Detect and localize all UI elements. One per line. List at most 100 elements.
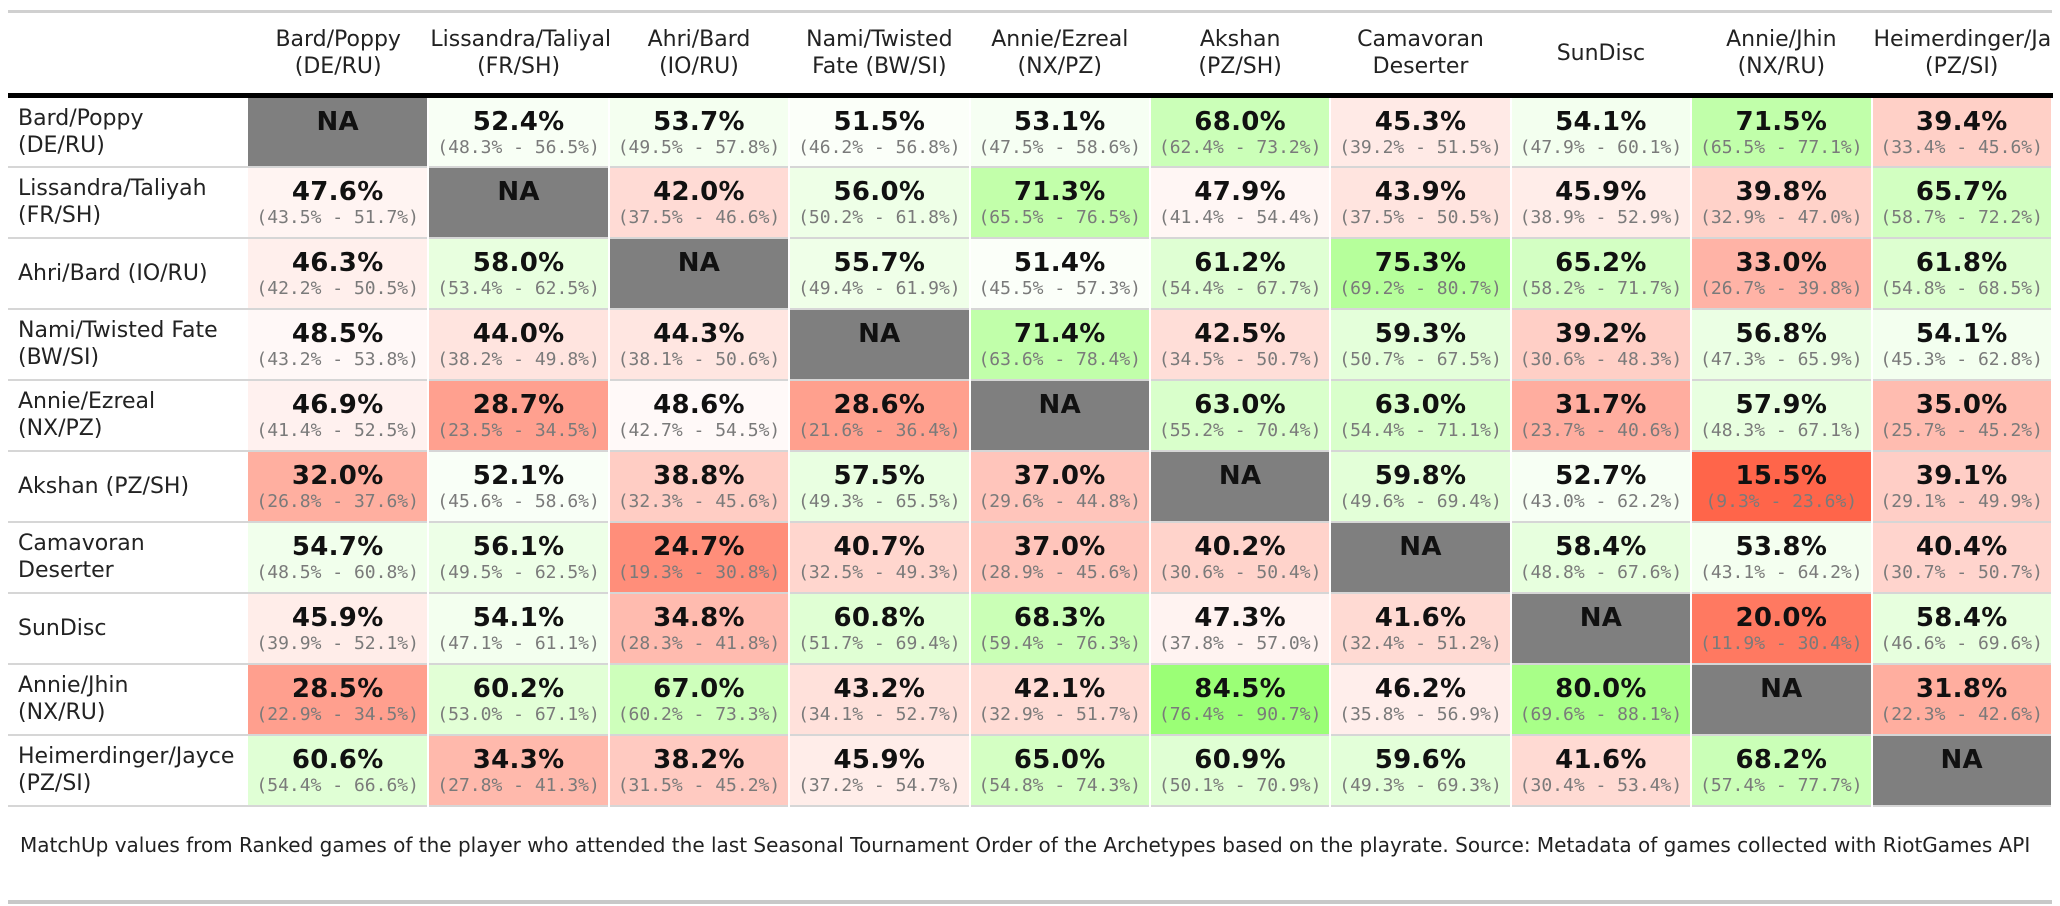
confidence-interval: (26.8% - 37.6%): [256, 490, 419, 512]
matchup-cell: 44.3% (38.1% - 50.6%): [608, 308, 791, 380]
column-header-line: Heimerdinger/Jayce: [1873, 27, 2052, 52]
winrate-value: 65.7%: [1915, 176, 2008, 207]
matchup-cell: 40.7% (32.5% - 49.3%): [789, 521, 971, 593]
winrate-value: 60.9%: [1194, 744, 1286, 775]
confidence-interval: (50.2% - 61.8%): [798, 206, 961, 228]
confidence-interval: (37.5% - 46.6%): [617, 206, 781, 228]
confidence-interval: (31.5% - 45.2%): [617, 774, 781, 796]
matchup-cell: 54.1% (47.1% - 61.1%): [428, 592, 610, 664]
matchup-cell: NA: [1510, 592, 1693, 664]
confidence-interval: (32.9% - 51.7%): [978, 703, 1142, 725]
confidence-interval: (32.9% - 47.0%): [1700, 206, 1863, 228]
confidence-interval: (54.8% - 68.5%): [1880, 277, 2043, 299]
winrate-value: 57.5%: [833, 460, 926, 491]
winrate-value: 61.2%: [1194, 247, 1286, 278]
confidence-interval: (22.3% - 42.6%): [1880, 703, 2043, 725]
winrate-value: 31.7%: [1555, 389, 1647, 420]
confidence-interval: (23.7% - 40.6%): [1519, 419, 1683, 441]
matchup-cell: 46.9% (41.4% - 52.5%): [248, 379, 430, 451]
winrate-value: 58.4%: [1555, 531, 1647, 562]
confidence-interval: (30.7% - 50.7%): [1880, 561, 2043, 583]
matchup-matrix: Bard/Poppy (DE/RU) Lissandra/Taliyah (FR/SH…: [8, 13, 2053, 807]
matchup-cell: NA: [969, 379, 1151, 451]
matchup-cell: NA: [1871, 734, 2053, 806]
na-label: NA: [1940, 744, 1983, 775]
confidence-interval: (11.9% - 30.4%): [1700, 632, 1863, 654]
winrate-value: 48.5%: [291, 318, 384, 349]
matchup-cell: 37.0% (29.6% - 44.8%): [969, 450, 1151, 522]
confidence-interval: (26.7% - 39.8%): [1700, 277, 1863, 299]
confidence-interval: (37.5% - 50.5%): [1339, 206, 1502, 228]
column-header-line: (PZ/SH): [1198, 54, 1282, 79]
winrate-value: 51.4%: [1013, 247, 1106, 278]
confidence-interval: (43.1% - 64.2%): [1700, 561, 1863, 583]
matchup-cell: 67.0% (60.2% - 73.3%): [608, 663, 791, 735]
matchup-cell: 63.0% (55.2% - 70.4%): [1149, 379, 1332, 451]
winrate-value: 54.1%: [1915, 318, 2008, 349]
confidence-interval: (19.3% - 30.8%): [617, 561, 781, 583]
row-header: Bard/Poppy (DE/RU): [8, 96, 248, 167]
winrate-value: 44.0%: [472, 318, 565, 349]
winrate-value: 34.8%: [653, 602, 745, 633]
matchup-cell: 57.5% (49.3% - 65.5%): [789, 450, 971, 522]
matrix-body: Bard/Poppy (DE/RU) NA 52.4% (48.3% - 56.5%) 5…: [8, 95, 2053, 806]
winrate-value: 52.7%: [1555, 460, 1647, 491]
row-header-line: (PZ/SI): [18, 771, 92, 796]
column-header-line: Fate (BW/SI): [812, 54, 947, 79]
winrate-value: 37.0%: [1013, 460, 1106, 491]
matchup-cell: 56.8% (47.3% - 65.9%): [1691, 308, 1873, 380]
winrate-value: 37.0%: [1013, 531, 1106, 562]
winrate-value: 24.7%: [653, 531, 745, 562]
column-header-line: (NX/RU): [1737, 54, 1826, 79]
column-header-row: Bard/Poppy (DE/RU) Lissandra/Taliyah (FR/SH…: [8, 13, 2052, 96]
matchup-cell: 41.6% (32.4% - 51.2%): [1330, 592, 1512, 664]
matchup-cell: 56.0% (50.2% - 61.8%): [789, 166, 971, 238]
winrate-value: 20.0%: [1735, 602, 1828, 633]
matchup-cell: 65.7% (58.7% - 72.2%): [1871, 166, 2053, 238]
confidence-interval: (58.2% - 71.7%): [1519, 277, 1683, 299]
row-header-line: Bard/Poppy: [18, 105, 144, 131]
matchup-cell: 55.7% (49.4% - 61.9%): [789, 237, 971, 309]
confidence-interval: (30.6% - 50.4%): [1158, 561, 1322, 583]
matchup-cell: 46.2% (35.8% - 56.9%): [1330, 663, 1512, 735]
column-header: Camavoran Deserter: [1330, 13, 1510, 96]
confidence-interval: (27.8% - 41.3%): [437, 774, 600, 796]
confidence-interval: (37.2% - 54.7%): [798, 774, 961, 796]
matchup-cell: 63.0% (54.4% - 71.1%): [1330, 379, 1512, 451]
row-header-line: (DE/RU): [18, 132, 105, 158]
confidence-interval: (51.7% - 69.4%): [798, 632, 961, 654]
winrate-value: 28.7%: [472, 389, 565, 420]
confidence-interval: (57.4% - 77.7%): [1700, 774, 1863, 796]
matchup-cell: 54.7% (48.5% - 60.8%): [248, 521, 430, 593]
column-header-line: Bard/Poppy: [275, 27, 401, 52]
column-header-line: (NX/PZ): [1017, 54, 1102, 79]
matchup-cell: 32.0% (26.8% - 37.6%): [248, 450, 430, 522]
winrate-value: 42.5%: [1194, 318, 1286, 349]
winrate-value: 63.0%: [1194, 389, 1286, 420]
confidence-interval: (35.8% - 56.9%): [1339, 703, 1502, 725]
confidence-interval: (65.5% - 77.1%): [1700, 137, 1863, 158]
confidence-interval: (76.4% - 90.7%): [1158, 703, 1322, 725]
winrate-value: 32.0%: [291, 460, 384, 491]
confidence-interval: (9.3% - 23.6%): [1705, 490, 1858, 512]
column-header-line: Lissandra/Taliyah: [430, 27, 609, 52]
row-header-line: Annie/Ezreal: [18, 389, 156, 414]
winrate-value: 54.1%: [472, 602, 565, 633]
confidence-interval: (54.4% - 67.7%): [1158, 277, 1322, 299]
matchup-cell: 31.7% (23.7% - 40.6%): [1510, 379, 1693, 451]
row-header-line: Deserter: [18, 558, 114, 583]
matchup-cell: 41.6% (30.4% - 53.4%): [1510, 734, 1693, 806]
winrate-value: 59.3%: [1374, 318, 1467, 349]
column-header: Annie/Jhin (NX/RU): [1691, 13, 1871, 96]
confidence-interval: (37.8% - 57.0%): [1158, 632, 1322, 654]
confidence-interval: (25.7% - 45.2%): [1880, 419, 2043, 441]
table-row: Annie/Jhin (NX/RU) 28.5% (22.9% - 34.5%) 60.…: [8, 663, 2053, 735]
column-header-line: Deserter: [1372, 54, 1469, 79]
winrate-value: 71.3%: [1013, 176, 1106, 207]
table-row: Heimerdinger/Jayce (PZ/SI) 60.6% (54.4% - 6…: [8, 734, 2053, 806]
winrate-value: 60.6%: [291, 744, 384, 775]
row-header-line: Ahri/Bard (IO/RU): [18, 260, 208, 286]
confidence-interval: (49.5% - 62.5%): [437, 561, 600, 583]
winrate-value: 68.2%: [1735, 744, 1828, 775]
matchup-cell: 51.4% (45.5% - 57.3%): [969, 237, 1151, 309]
